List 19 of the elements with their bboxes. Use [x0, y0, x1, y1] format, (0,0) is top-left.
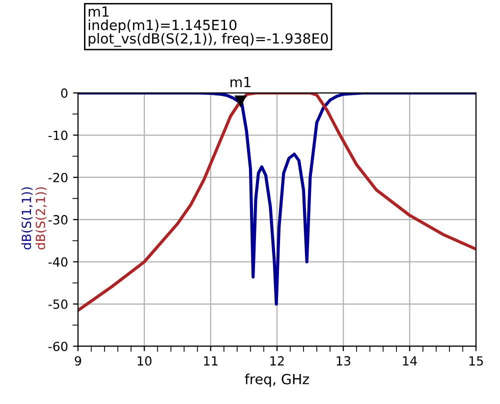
y-tick-label: 0	[61, 88, 68, 98]
x-tick-label: 14	[403, 356, 417, 366]
annotation: m1	[230, 76, 250, 88]
y-tick-label: -40	[48, 257, 68, 267]
y-tick-label: -20	[48, 172, 68, 182]
x-axis-title: freq, GHz	[244, 374, 309, 388]
x-tick-label: 12	[270, 356, 284, 366]
x-tick-label: 11	[204, 356, 218, 366]
x-tick-label: 13	[336, 356, 350, 366]
x-tick-label: 9	[74, 356, 82, 366]
text: dB(S(2,1))	[35, 187, 47, 250]
text: m1 indep(m1)=1.145E10 plot_vs(dB(S(2,1)), freq)=-1.938E0	[88, 6, 328, 47]
y-tick-label: -50	[48, 299, 68, 309]
y-tick-label: -10	[48, 130, 68, 140]
text: dB(S(1,1))	[21, 187, 33, 250]
y-tick-label: -60	[48, 342, 68, 352]
x-tick-label: 10	[138, 356, 152, 366]
x-tick-label: 15	[469, 356, 483, 366]
y-tick-label: -30	[48, 215, 68, 224]
